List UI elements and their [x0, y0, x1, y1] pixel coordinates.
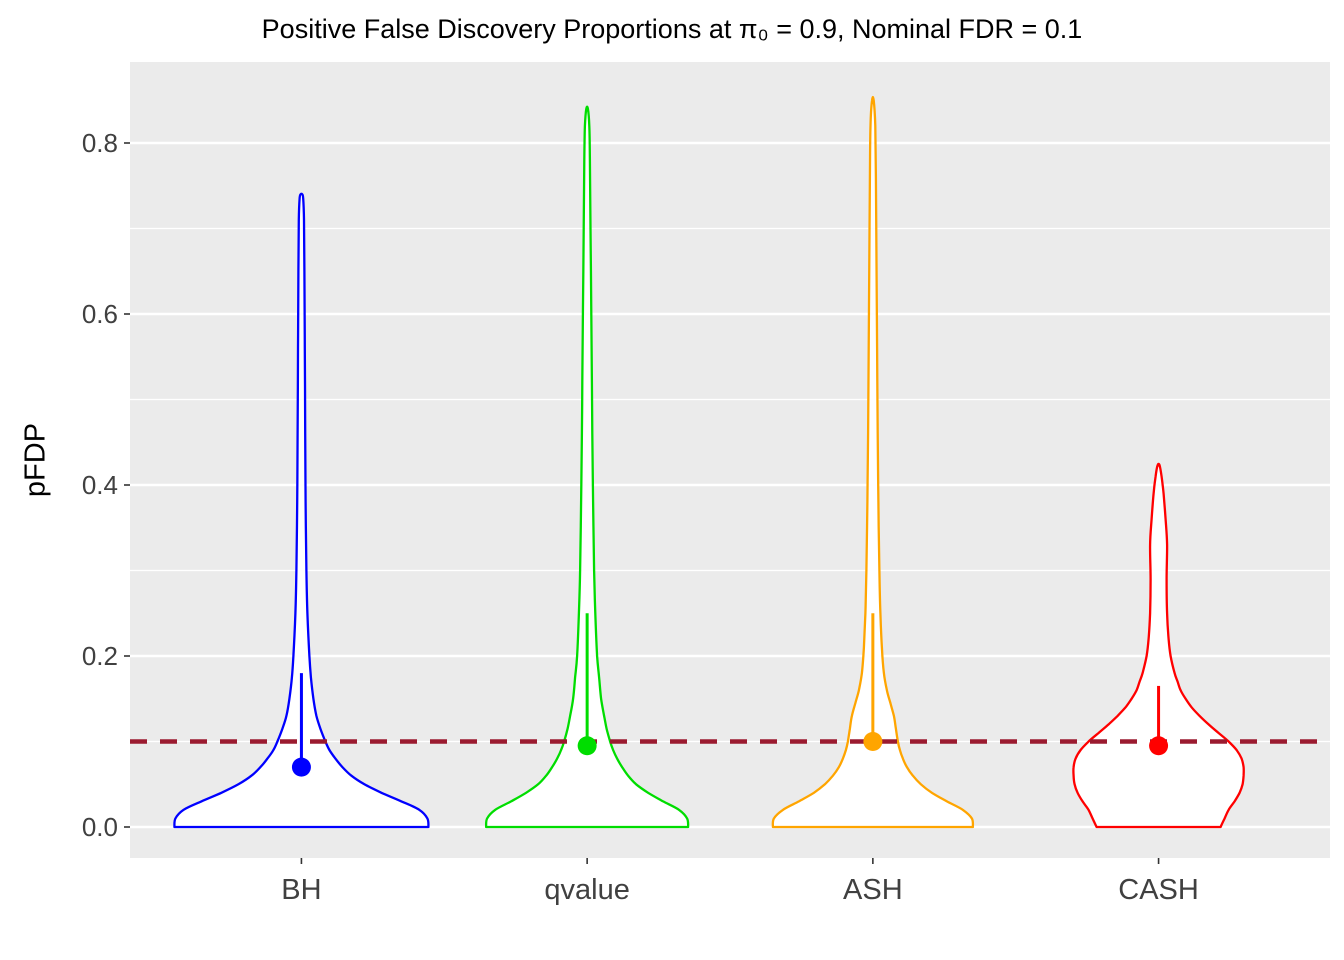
chart-title: Positive False Discovery Proportions at … — [261, 14, 1083, 44]
y-tick-label-0.0: 0.0 — [81, 812, 118, 842]
mean-point-cash — [1149, 736, 1169, 756]
x-tick-label-qvalue: qvalue — [544, 874, 630, 906]
y-tick-label-0.8: 0.8 — [81, 128, 118, 158]
mean-point-ash — [863, 732, 883, 751]
violin-bh — [173, 192, 430, 829]
mean-point-qvalue — [577, 736, 597, 756]
mean-point-bh — [291, 757, 311, 777]
y-tick-label-0.2: 0.2 — [81, 641, 118, 671]
violin-cash — [1072, 462, 1245, 829]
y-tick-label-0.6: 0.6 — [81, 299, 118, 329]
violin-ash — [771, 95, 975, 829]
x-tick-label-ash: ASH — [843, 874, 903, 906]
violin-qvalue — [484, 105, 690, 829]
y-tick-label-0.4: 0.4 — [81, 470, 118, 500]
x-tick-label-bh: BH — [281, 874, 322, 906]
x-tick-label-cash: CASH — [1118, 874, 1199, 906]
